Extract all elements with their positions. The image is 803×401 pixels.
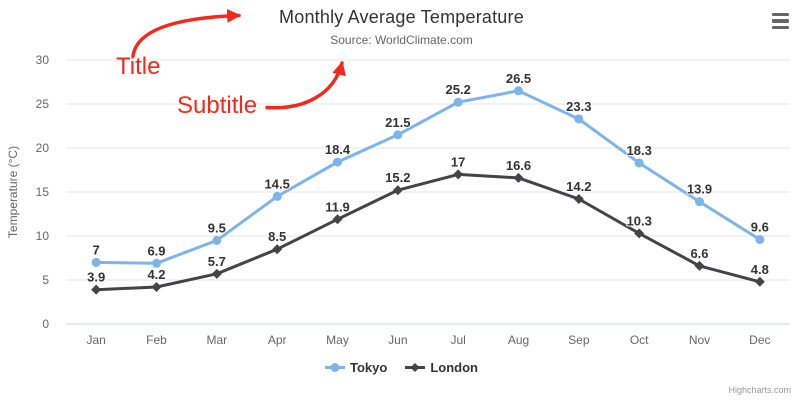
data-point-tokyo-jun[interactable] (393, 130, 403, 140)
y-tick-label: 5 (42, 273, 49, 287)
y-tick-label: 30 (36, 53, 50, 67)
data-point-london-oct[interactable] (634, 228, 645, 239)
x-tick-label: Dec (749, 333, 770, 347)
legend-item-london[interactable]: London (405, 360, 478, 375)
data-label: 18.3 (627, 143, 652, 158)
data-point-london-dec[interactable] (754, 276, 765, 287)
x-axis-labels: Jan Feb Mar Apr May Jun Jul Aug Sep Oct Nov Dec (86, 333, 770, 347)
data-point-tokyo-apr[interactable] (272, 191, 282, 201)
data-point-london-aug[interactable] (513, 172, 524, 183)
legend-item-tokyo[interactable]: Tokyo (325, 360, 387, 375)
data-label: 8.5 (268, 229, 286, 244)
diamond-marker-icon (405, 363, 426, 372)
y-gridlines (66, 59, 790, 281)
data-label: 4.2 (147, 267, 165, 282)
data-point-tokyo-sep[interactable] (574, 114, 584, 124)
data-point-tokyo-jul[interactable] (453, 97, 463, 107)
data-label: 26.5 (506, 71, 531, 86)
data-label: 3.9 (87, 270, 105, 285)
x-tick-label: Oct (630, 333, 649, 347)
legend-label: London (430, 360, 478, 375)
data-label: 4.8 (751, 262, 769, 277)
data-point-london-apr[interactable] (272, 244, 283, 255)
x-tick-label: Nov (689, 333, 710, 347)
y-tick-label: 25 (36, 97, 50, 111)
data-point-tokyo-aug[interactable] (514, 86, 523, 96)
data-label: 13.9 (687, 182, 712, 197)
hamburger-icon[interactable] (772, 13, 789, 29)
circle-marker-icon (325, 363, 345, 372)
data-point-london-jul[interactable] (453, 169, 464, 180)
annotation-subtitle-label: Subtitle (177, 92, 258, 119)
y-axis-labels: 0 5 10 15 20 25 30 (36, 53, 50, 331)
data-point-tokyo-may[interactable] (333, 157, 342, 167)
data-point-london-jan[interactable] (91, 284, 102, 295)
data-label: 15.2 (385, 170, 410, 185)
data-label: 7 (93, 242, 100, 257)
data-label: 6.6 (690, 246, 708, 261)
data-label: 14.5 (265, 176, 290, 191)
x-tick-label: Apr (268, 333, 287, 347)
data-label: 17 (451, 154, 465, 169)
data-point-tokyo-jan[interactable] (91, 257, 101, 267)
data-label: 21.5 (385, 115, 410, 130)
data-label: 6.9 (147, 243, 165, 258)
data-point-tokyo-oct[interactable] (634, 158, 644, 168)
credits-link[interactable]: Highcharts.com (728, 385, 791, 395)
data-label: 10.3 (627, 213, 652, 228)
chart-title: Monthly Average Temperature (279, 7, 524, 27)
data-label: 23.3 (566, 99, 591, 114)
y-tick-label: 10 (36, 229, 50, 243)
chart-subtitle: Source: WorldClimate.com (330, 33, 473, 47)
annotation-title-label: Title (116, 53, 161, 80)
x-tick-label: Jul (450, 333, 465, 347)
data-label: 5.7 (208, 254, 226, 269)
data-point-london-sep[interactable] (573, 194, 584, 205)
x-tick-label: Jun (388, 333, 407, 347)
series-tokyo: 7 6.9 9.5 14.5 18.4 21.5 25.2 26.5 23.3 18.3 13.9 9… (91, 70, 770, 268)
data-point-london-may[interactable] (332, 214, 343, 225)
x-tick-label: May (326, 333, 349, 347)
x-tick-label: Feb (146, 333, 167, 347)
x-tick-label: Aug (508, 333, 529, 347)
data-point-tokyo-feb[interactable] (152, 258, 161, 268)
data-label: 9.5 (208, 220, 226, 235)
data-point-london-jun[interactable] (392, 185, 403, 196)
legend-label: Tokyo (350, 360, 388, 375)
x-tick-label: Jan (86, 333, 105, 347)
legend: Tokyo London (0, 360, 803, 375)
data-point-london-mar[interactable] (211, 268, 222, 279)
data-point-tokyo-nov[interactable] (695, 197, 704, 207)
y-tick-label: 20 (36, 141, 50, 155)
data-point-tokyo-mar[interactable] (212, 235, 222, 245)
y-axis-title: Temperature (°C) (6, 146, 20, 238)
data-label: 14.2 (566, 179, 591, 194)
data-label: 25.2 (446, 82, 471, 97)
series-london: 3.9 4.2 5.7 8.5 11.9 15.2 17 16.6 14.2 10.3 6.6 4.8 (86, 153, 770, 295)
x-tick-label: Mar (206, 333, 227, 347)
x-tick-label: Sep (568, 333, 590, 347)
series-line-tokyo (94, 89, 762, 265)
data-point-london-nov[interactable] (694, 260, 705, 271)
y-tick-label: 0 (42, 317, 49, 331)
data-label: 18.4 (325, 142, 351, 157)
data-point-tokyo-dec[interactable] (755, 235, 765, 245)
data-point-london-feb[interactable] (151, 282, 162, 293)
series-line-london (94, 172, 762, 292)
y-tick-label: 15 (36, 185, 50, 199)
data-label: 11.9 (325, 199, 350, 214)
data-label: 16.6 (506, 158, 531, 173)
data-label: 9.6 (751, 220, 769, 235)
